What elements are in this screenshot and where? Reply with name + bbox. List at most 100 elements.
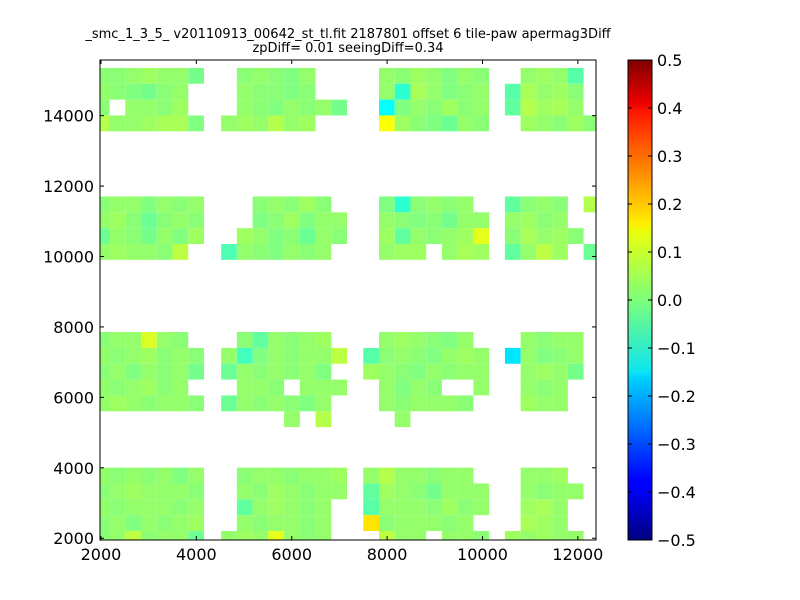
heatmap-cell	[252, 99, 269, 116]
heatmap-cell	[299, 83, 316, 100]
heatmap-cell	[252, 395, 269, 412]
colorbar-tick-label: −0.5	[657, 531, 696, 550]
heatmap-cell	[156, 99, 173, 116]
heatmap-cell	[141, 99, 157, 116]
colorbar-tick-label: −0.4	[657, 483, 696, 502]
heatmap-cell	[426, 228, 442, 245]
heatmap-cell	[141, 395, 157, 412]
heatmap-cell	[299, 467, 316, 484]
heatmap-cell	[268, 115, 285, 132]
heatmap-cell	[473, 67, 490, 84]
heatmap-cell	[457, 196, 474, 213]
heatmap-cell	[141, 347, 157, 364]
heatmap-cell	[125, 212, 142, 229]
heatmap-cell	[172, 531, 189, 540]
heatmap-cell	[100, 395, 110, 412]
heatmap-cell	[504, 196, 521, 213]
heatmap-cell	[172, 515, 189, 532]
heatmap-cell	[504, 212, 521, 229]
heatmap-cell	[379, 483, 395, 500]
heatmap-cell	[315, 363, 332, 380]
heatmap-cell	[284, 332, 300, 348]
heatmap-cell	[125, 83, 142, 100]
heatmap-cell	[379, 99, 395, 116]
heatmap-cell	[426, 363, 442, 380]
heatmap-cell	[552, 483, 568, 500]
heatmap-cell	[315, 99, 332, 116]
heatmap-cell	[504, 347, 521, 364]
heatmap-cell	[236, 499, 253, 516]
heatmap-cell	[379, 467, 395, 484]
heatmap-cell	[221, 363, 237, 380]
heatmap-cell	[394, 332, 411, 348]
heatmap-cell	[426, 99, 442, 116]
heatmap-cell	[172, 499, 189, 516]
heatmap-cell	[567, 228, 584, 245]
x-tick-label: 2000	[81, 545, 122, 564]
heatmap-cell	[141, 67, 157, 84]
heatmap-cell	[299, 499, 316, 516]
heatmap-cell	[536, 515, 553, 532]
heatmap-cell	[299, 395, 316, 412]
heatmap-cell	[284, 196, 300, 213]
heatmap-cell	[172, 228, 189, 245]
heatmap-cell	[552, 499, 568, 516]
heatmap-cell	[552, 379, 568, 396]
heatmap-cell	[473, 483, 490, 500]
heatmap-cell	[536, 67, 553, 84]
heatmap-cell	[363, 363, 379, 380]
heatmap-cell	[268, 363, 285, 380]
heatmap-cell	[410, 67, 427, 84]
heatmap-cell	[141, 363, 157, 380]
heatmap-cell	[520, 531, 537, 540]
heatmap-cell	[552, 67, 568, 84]
heatmap-cell	[536, 347, 553, 364]
heatmap-cell	[141, 228, 157, 245]
heatmap-cell	[457, 67, 474, 84]
heatmap-cell	[100, 67, 110, 84]
heatmap-cell	[299, 531, 316, 540]
heatmap-cell	[552, 228, 568, 245]
heatmap-cell	[284, 531, 300, 540]
heatmap-cell	[299, 212, 316, 229]
heatmap-cell	[172, 379, 189, 396]
heatmap-cell	[236, 515, 253, 532]
heatmap-cell	[125, 483, 142, 500]
heatmap-cell	[473, 244, 490, 260]
heatmap-cell	[315, 467, 332, 484]
heatmap-cell	[552, 332, 568, 348]
heatmap-cell	[520, 499, 537, 516]
heatmap-cell	[125, 332, 142, 348]
y-tick-label: 10000	[43, 248, 94, 267]
heatmap-cell	[252, 115, 269, 132]
heatmap-cell	[552, 212, 568, 229]
heatmap-cell	[268, 515, 285, 532]
heatmap-cell	[410, 244, 427, 260]
heatmap-cell	[236, 347, 253, 364]
heatmap-cell	[236, 228, 253, 245]
heatmap-cell	[379, 531, 395, 540]
heatmap-cell	[394, 67, 411, 84]
heatmap-cell	[172, 332, 189, 348]
heatmap-cell	[504, 244, 521, 260]
heatmap-cell	[520, 483, 537, 500]
heatmap-cell	[156, 115, 173, 132]
heatmap-cell	[536, 483, 553, 500]
heatmap-cell	[125, 99, 142, 116]
heatmap-cell	[567, 99, 584, 116]
heatmap-cell	[552, 196, 568, 213]
heatmap-cell	[236, 467, 253, 484]
heatmap-cell	[473, 115, 490, 132]
heatmap-cell	[441, 499, 458, 516]
heatmap-cell	[441, 99, 458, 116]
heatmap-cell	[188, 363, 204, 380]
heatmap-cell	[394, 379, 411, 396]
heatmap-cell	[252, 228, 269, 245]
heatmap-cell	[109, 395, 126, 412]
heatmap-cell	[172, 395, 189, 412]
heatmap-cell	[221, 347, 237, 364]
heatmap-cell	[299, 379, 316, 396]
colorbar-tick-label: 0.5	[657, 51, 682, 70]
x-tick-label: 10000	[457, 545, 508, 564]
